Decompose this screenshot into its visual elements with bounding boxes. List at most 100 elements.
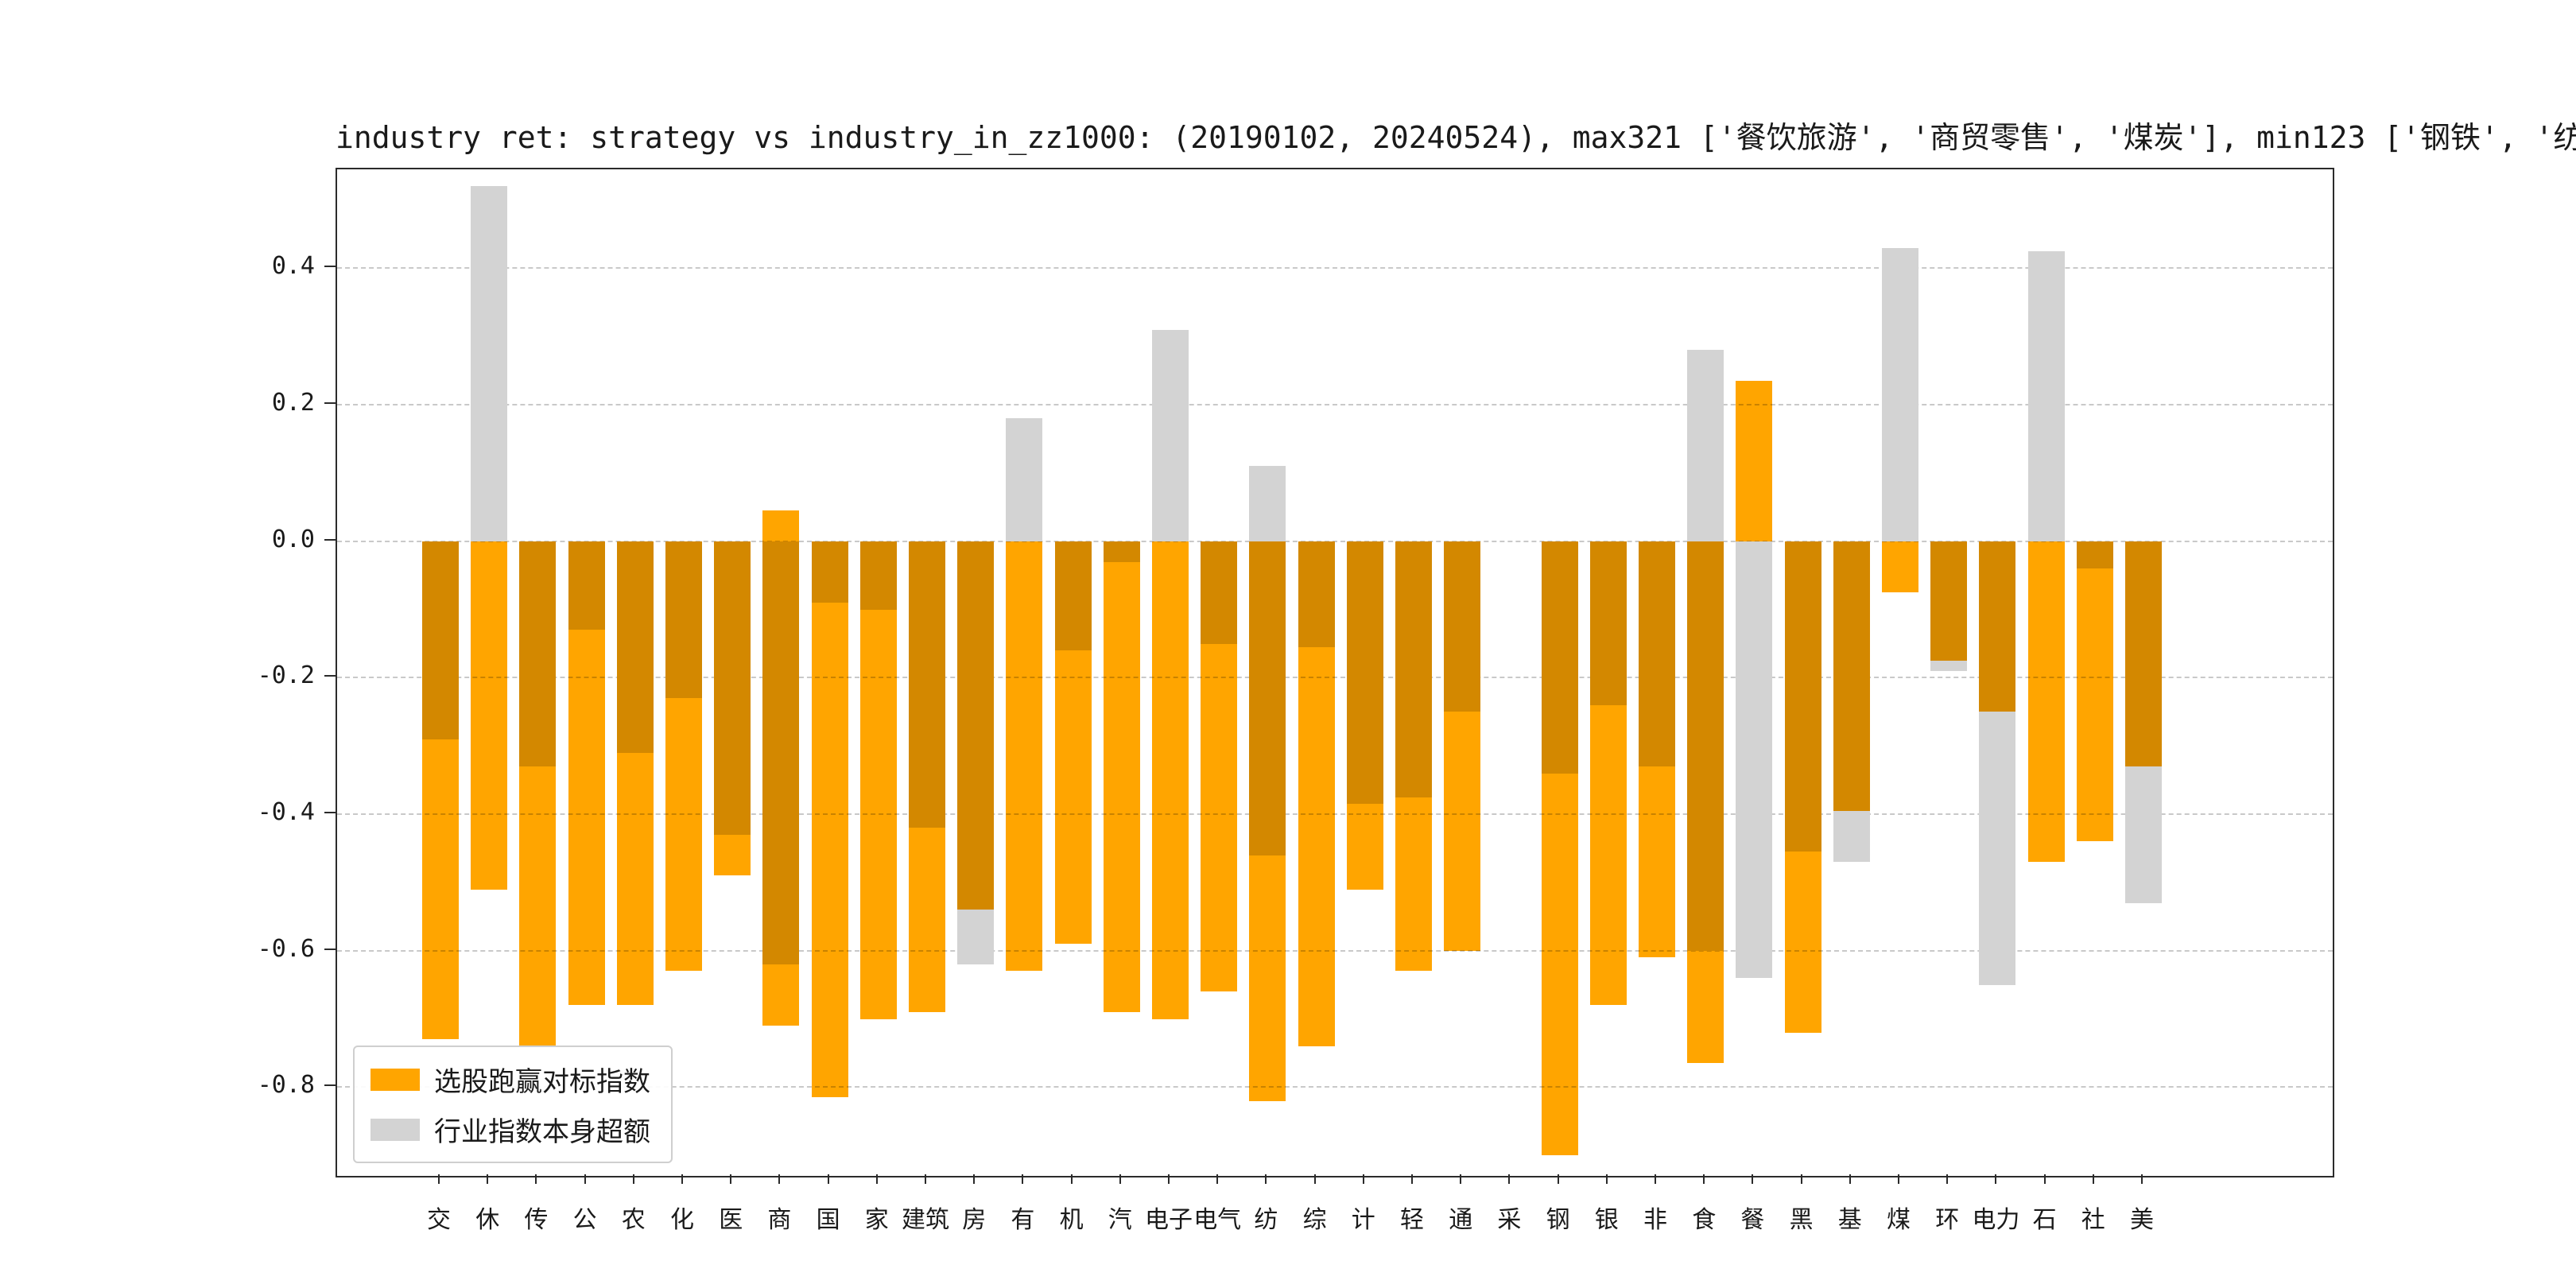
x-tick-mark: [632, 1174, 634, 1184]
y-axis-labels: 0.4 0.2 0.0 -0.2 -0.4 -0.6 -0.8: [0, 168, 315, 1174]
orange-bar: [909, 541, 945, 1012]
orange-bar: [1298, 541, 1335, 1046]
x-tick-label: 轻: [1400, 1206, 1424, 1234]
x-tick-mark: [438, 1174, 440, 1184]
orange-bar: [1736, 381, 1773, 541]
x-tick-mark: [1022, 1174, 1024, 1184]
y-tick-mark: [324, 1084, 336, 1087]
x-tick-mark: [1703, 1174, 1705, 1184]
y-tick-label: 0.0: [271, 525, 315, 553]
orange-bar: [762, 541, 800, 1026]
orange-bar: [1979, 541, 2016, 712]
x-tick-label: 采: [1497, 1206, 1522, 1234]
gray-bar: [1006, 418, 1043, 541]
orange-bar: [1103, 541, 1140, 1012]
y-tick-mark: [324, 538, 336, 541]
orange-bar: [1152, 541, 1189, 1019]
legend: 选股跑赢对标指数 行业指数本身超额: [353, 1046, 673, 1163]
x-tick-mark: [2141, 1174, 2143, 1184]
gray-bar: [1152, 329, 1189, 541]
x-tick-label: 电子: [1145, 1206, 1193, 1234]
orange-bar: [1054, 541, 1092, 945]
x-tick-mark: [1946, 1174, 1949, 1184]
orange-bar: [2027, 541, 2065, 863]
legend-swatch-industry: [370, 1118, 420, 1141]
x-tick-mark: [778, 1174, 781, 1184]
orange-bar: [1639, 541, 1675, 958]
orange-bar: [811, 541, 848, 1098]
orange-bar: [471, 541, 508, 890]
orange-bar: [1882, 541, 1918, 593]
y-tick-mark: [324, 675, 336, 677]
x-tick-mark: [1655, 1174, 1656, 1184]
x-tick-label: 基: [1837, 1206, 1862, 1234]
x-tick-mark: [535, 1174, 537, 1184]
x-tick-label: 纺: [1254, 1206, 1278, 1234]
x-tick-label: 建筑: [902, 1206, 949, 1234]
x-tick-mark: [487, 1174, 489, 1184]
x-tick-mark: [1119, 1174, 1121, 1184]
gray-bar: [471, 186, 508, 541]
x-tick-label: 商: [767, 1206, 792, 1234]
orange-bar: [1687, 541, 1724, 1064]
x-tick-label: 机: [1059, 1206, 1084, 1234]
gridline: [337, 267, 2333, 270]
gridline: [337, 813, 2333, 816]
x-tick-label: 有: [1011, 1206, 1035, 1234]
x-tick-mark: [1313, 1174, 1316, 1184]
x-tick-label: 交: [427, 1206, 451, 1234]
x-tick-label: 房: [962, 1206, 987, 1234]
orange-bar: [1784, 541, 1821, 1033]
x-tick-mark: [1800, 1174, 1802, 1184]
y-tick-label: -0.2: [257, 661, 315, 690]
x-tick-label: 化: [670, 1206, 694, 1234]
x-tick-label: 电气: [1193, 1206, 1242, 1234]
x-tick-label: 汽: [1108, 1206, 1132, 1234]
orange-bar: [1541, 541, 1578, 1156]
orange-bar: [1201, 541, 1238, 992]
x-tick-label: 非: [1643, 1206, 1667, 1234]
x-tick-label: 社: [2081, 1206, 2105, 1234]
x-tick-label: 煤: [1887, 1206, 1911, 1234]
y-tick-label: -0.4: [257, 798, 315, 827]
orange-bar: [616, 541, 654, 1006]
x-tick-mark: [973, 1174, 976, 1184]
x-tick-label: 环: [1935, 1206, 1960, 1234]
x-tick-mark: [1605, 1174, 1608, 1184]
orange-bar: [1249, 541, 1286, 1101]
chart-title: industry ret: strategy vs industry_in_zz…: [336, 120, 2576, 155]
x-tick-label: 计: [1351, 1206, 1375, 1234]
orange-bar: [2076, 541, 2113, 842]
x-tick-mark: [1557, 1174, 1559, 1184]
orange-bar: [1395, 541, 1432, 972]
gray-bar: [2027, 250, 2065, 541]
x-tick-label: 国: [816, 1206, 840, 1234]
x-tick-mark: [1411, 1174, 1413, 1184]
x-tick-mark: [827, 1174, 829, 1184]
orange-bar: [1589, 541, 1627, 1006]
legend-label-strategy: 选股跑赢对标指数: [434, 1066, 650, 1098]
gray-bar: [1687, 350, 1724, 541]
x-tick-mark: [1070, 1174, 1073, 1184]
x-tick-label: 综: [1302, 1206, 1327, 1234]
orange-bar: [665, 541, 702, 972]
x-tick-label: 公: [572, 1206, 597, 1234]
x-tick-mark: [1168, 1174, 1170, 1184]
orange-bar: [519, 541, 557, 1046]
x-tick-mark: [681, 1174, 683, 1184]
x-tick-label: 银: [1594, 1206, 1619, 1234]
x-tick-mark: [1849, 1174, 1851, 1184]
x-tick-label: 休: [475, 1206, 500, 1234]
legend-entry: 选股跑赢对标指数: [370, 1060, 650, 1099]
y-tick-mark: [324, 402, 336, 405]
orange-bar: [714, 541, 751, 876]
x-tick-mark: [1265, 1174, 1267, 1184]
x-tick-mark: [2043, 1174, 2046, 1184]
y-tick-label: -0.6: [257, 934, 315, 963]
gridline: [337, 949, 2333, 952]
orange-bar: [2125, 541, 2162, 766]
y-tick-label: 0.2: [271, 389, 315, 417]
x-tick-mark: [1460, 1174, 1462, 1184]
orange-bar: [1833, 541, 1870, 811]
